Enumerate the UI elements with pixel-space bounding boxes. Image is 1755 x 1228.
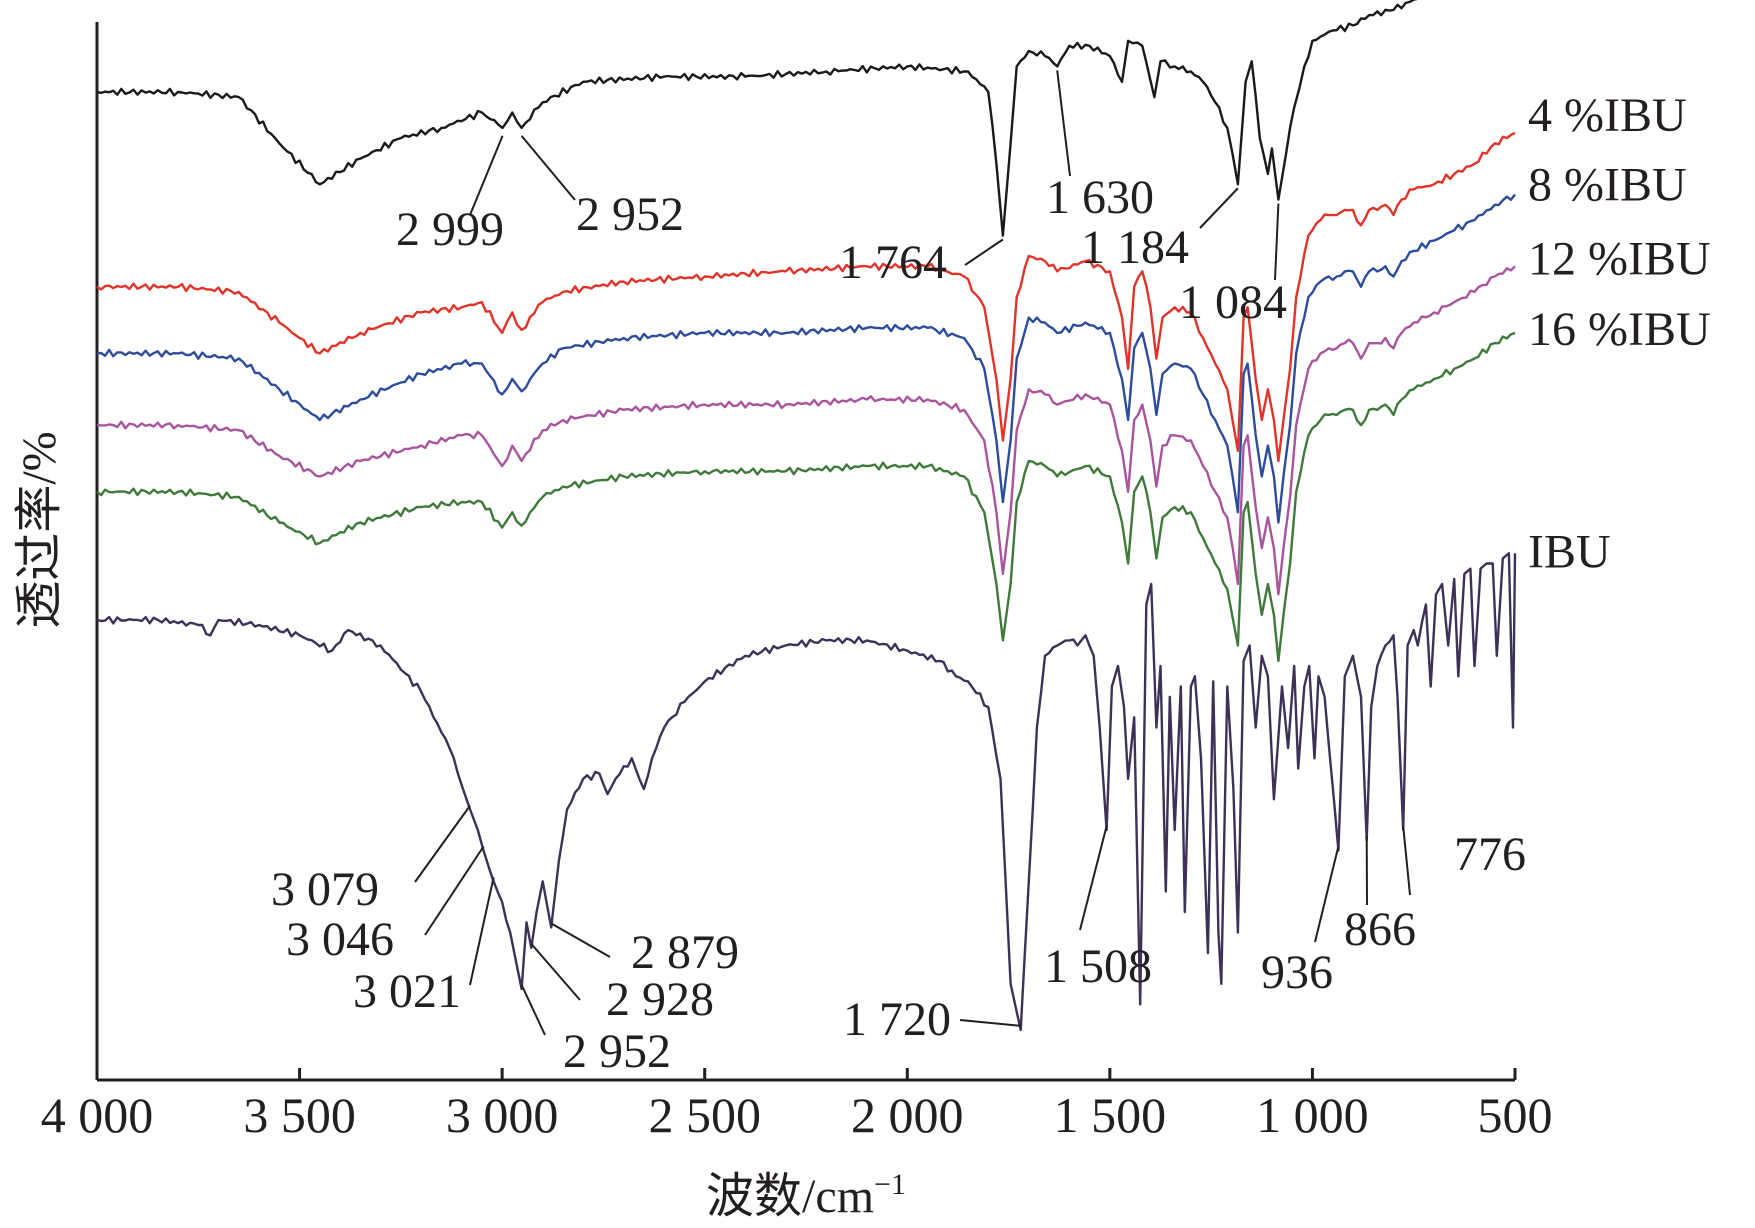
series-line-4-ibu	[96, 131, 1516, 463]
curve-label: 16 %IBU	[1528, 303, 1711, 356]
peak-label: 1 184	[1081, 221, 1189, 274]
x-axis-title-main: 波数/cm	[706, 1170, 874, 1223]
peak-label: 2 952	[576, 188, 684, 241]
peak-label: 2 999	[396, 203, 504, 256]
curve-label: 12 %IBU	[1528, 232, 1711, 285]
peak-leader-line	[469, 877, 495, 986]
peak-leader-line	[959, 1019, 1021, 1027]
peak-leader-line	[1079, 825, 1108, 931]
x-tick-label: 2 500	[648, 1087, 761, 1143]
peak-label: 936	[1261, 946, 1333, 999]
x-tick-label: 3 000	[446, 1087, 559, 1143]
peak-leader-line	[550, 922, 611, 958]
x-axis-title: 波数/cm−1	[706, 1168, 906, 1223]
peak-label: 866	[1344, 903, 1416, 956]
curve-label: 4 %IBU	[1528, 89, 1687, 142]
peak-leader-line	[469, 135, 504, 216]
peak-leader-line	[530, 943, 581, 1001]
peak-leader-line	[520, 135, 576, 201]
peak-label: 3 046	[286, 913, 394, 966]
peak-leader-line	[1314, 846, 1340, 943]
peak-label: 1 508	[1044, 940, 1152, 993]
peak-label: 2 952	[563, 1025, 671, 1078]
peak-label: 2 879	[631, 926, 739, 979]
x-tick-label: 1 500	[1054, 1087, 1167, 1143]
peak-label: 1 764	[839, 236, 947, 289]
series-line-pla	[96, 0, 1418, 237]
curve-label: IBU	[1528, 525, 1611, 578]
x-tick-label: 3 500	[243, 1087, 356, 1143]
peak-label: 1 630	[1046, 171, 1154, 224]
curve-label: 8 %IBU	[1528, 159, 1687, 212]
chart-axes	[95, 22, 1515, 1082]
peak-leader-line	[1199, 187, 1239, 229]
y-axis-title: 透过率/%	[13, 431, 66, 628]
x-tick-label: 2 000	[851, 1087, 964, 1143]
series-line-8-ibu	[96, 193, 1516, 524]
peak-leader-line	[424, 845, 485, 936]
x-tick-label: 4 000	[41, 1087, 154, 1143]
x-tick-label: 500	[1478, 1087, 1553, 1143]
x-ticks: 4 000 3 500 3 000 2 500 2 000 1 500 1 000 500	[41, 1068, 1553, 1143]
x-axis-title-superscript: −1	[874, 1168, 906, 1201]
x-tick-label: 1 000	[1256, 1087, 1369, 1143]
series-line-12-ibu	[96, 265, 1516, 596]
peak-label: 3 021	[353, 965, 461, 1018]
peak-leader-line	[1056, 70, 1071, 177]
peak-label: 1 084	[1179, 276, 1287, 329]
peak-leader-line	[1274, 203, 1280, 281]
peak-leader-line	[414, 804, 471, 883]
peak-leader-line	[964, 238, 1004, 266]
series-line-ibu	[96, 552, 1517, 1032]
peak-label: 776	[1454, 828, 1526, 881]
peak-leader-line	[1402, 825, 1411, 896]
series-line-16-ibu	[96, 331, 1516, 663]
peak-label: 1 720	[843, 993, 951, 1046]
spectra-lines	[96, 0, 1517, 1032]
peak-label: 2 928	[606, 973, 714, 1026]
peak-leader-line	[520, 984, 546, 1036]
peak-label: 3 079	[271, 863, 379, 916]
